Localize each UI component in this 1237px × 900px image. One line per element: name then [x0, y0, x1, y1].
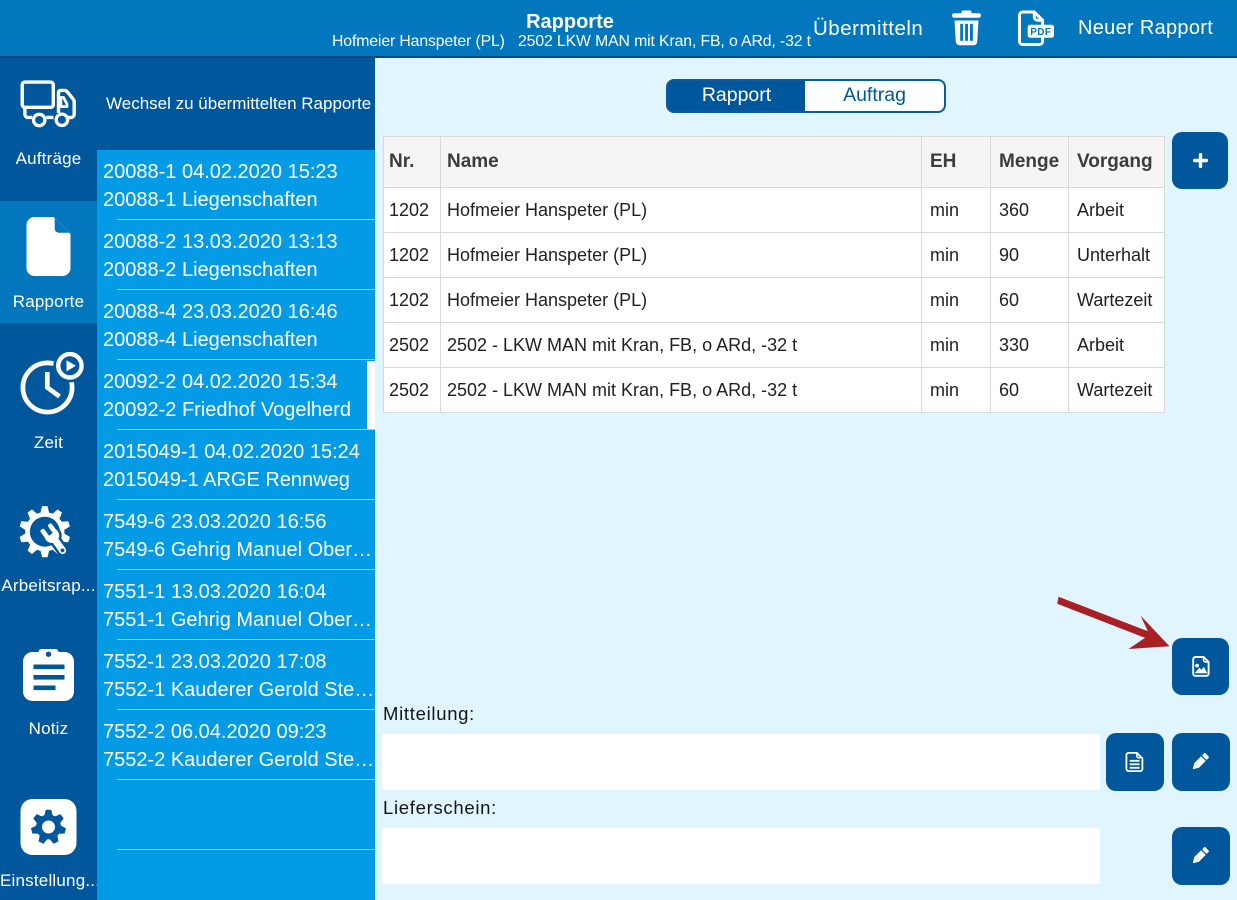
- svg-text:PDF: PDF: [1030, 27, 1051, 38]
